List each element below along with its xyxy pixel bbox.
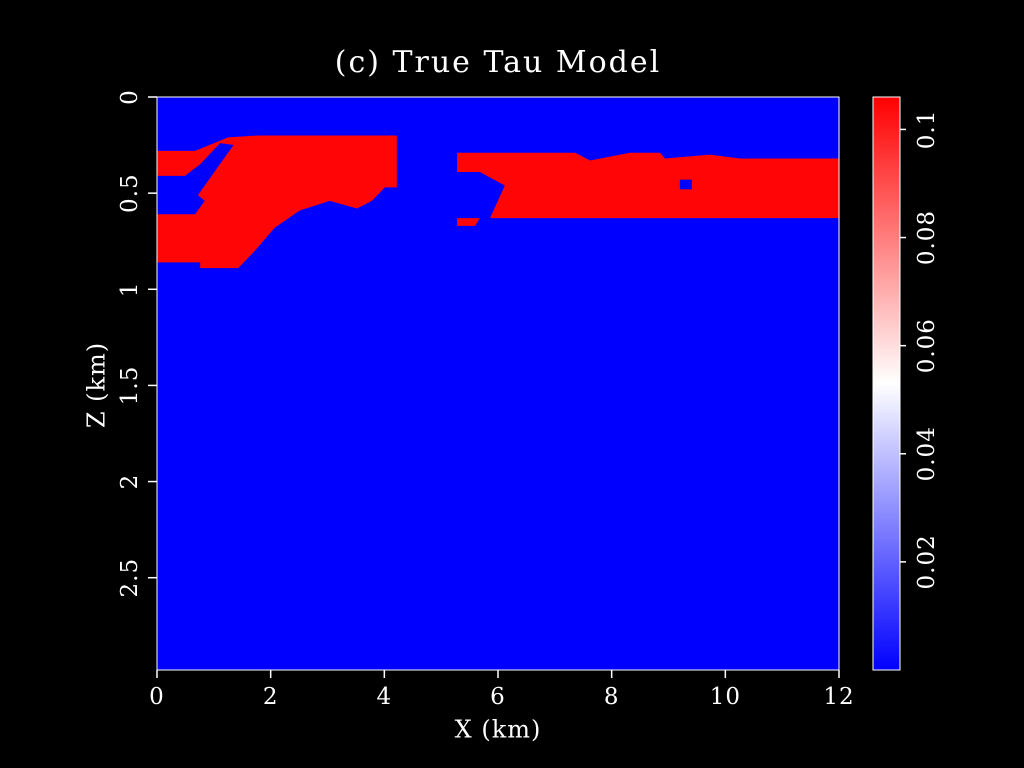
region xyxy=(197,143,243,201)
y-tick-label: 2 xyxy=(117,474,143,490)
x-tick-label: 0 xyxy=(149,684,165,710)
y-tick-label: 2.5 xyxy=(117,558,143,598)
region xyxy=(679,179,692,190)
x-tick-label: 10 xyxy=(710,684,741,710)
colorbar-tick-label: 0.08 xyxy=(914,210,940,265)
y-tick-label: 1.5 xyxy=(117,366,143,406)
x-tick-label: 8 xyxy=(604,684,620,710)
y-tick-label: 0 xyxy=(117,89,143,105)
x-tick-label: 4 xyxy=(377,684,393,710)
colorbar-tick-label: 0.1 xyxy=(914,110,940,150)
y-tick-label: 1 xyxy=(117,281,143,297)
x-tick-label: 2 xyxy=(263,684,279,710)
colorbar-tick-label: 0.06 xyxy=(914,318,940,373)
x-tick-label: 12 xyxy=(823,684,854,710)
x-tick-label: 6 xyxy=(490,684,506,710)
region xyxy=(457,218,480,226)
chart-title: (c) True Tau Model xyxy=(335,45,661,80)
x-axis-label: X (km) xyxy=(455,716,542,744)
y-tick-label: 0.5 xyxy=(117,173,143,213)
colorbar xyxy=(872,96,901,671)
y-axis-label: Z (km) xyxy=(83,342,111,428)
region xyxy=(157,143,235,215)
plot-area xyxy=(157,97,839,670)
region xyxy=(457,152,839,219)
colorbar-tick-label: 0.04 xyxy=(914,426,940,481)
colorbar-tick-label: 0.02 xyxy=(914,534,940,589)
